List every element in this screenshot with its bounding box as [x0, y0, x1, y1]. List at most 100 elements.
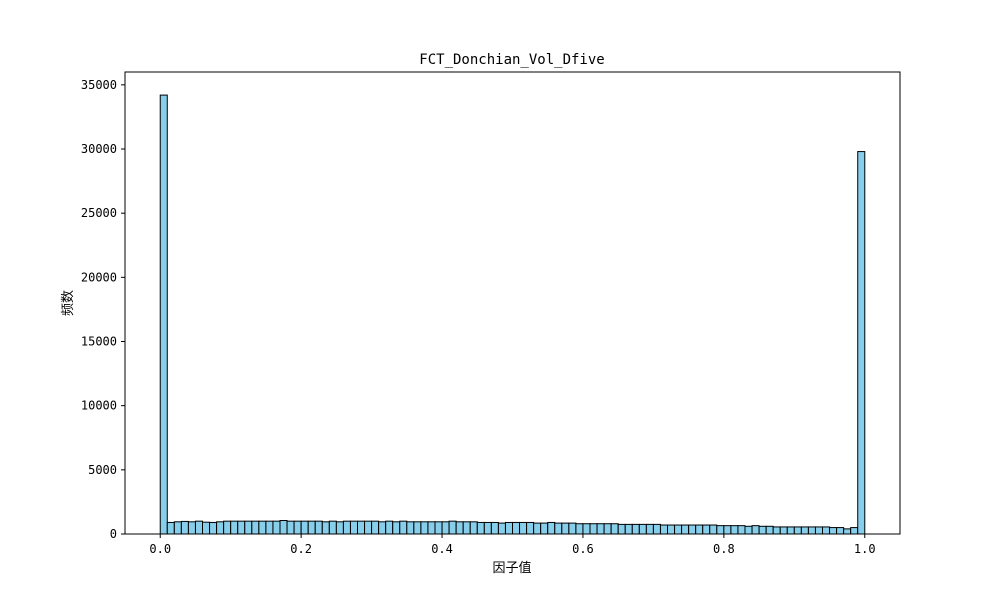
y-tick-label: 10000 [81, 399, 117, 413]
histogram-bar [307, 520, 316, 535]
histogram-bar [194, 520, 203, 535]
histogram-bar [603, 523, 612, 535]
histogram-bar [504, 521, 514, 535]
histogram-bar [385, 520, 394, 535]
histogram-bar [371, 520, 380, 535]
histogram-bar [342, 520, 351, 535]
histogram-bar [533, 522, 542, 535]
histogram-bar [807, 526, 816, 535]
y-tick-label: 5000 [88, 463, 117, 477]
histogram-bar [328, 520, 337, 535]
chart-title: FCT_Donchian_Vol_Dfive [419, 52, 604, 68]
histogram-bar [786, 526, 795, 535]
histogram-bar [652, 523, 661, 535]
histogram-bar [448, 520, 457, 535]
histogram-bar [392, 521, 401, 535]
histogram-bar [173, 521, 182, 535]
y-tick-label: 35000 [81, 78, 117, 92]
histogram-bar [265, 520, 274, 535]
y-axis-label: 频数 [61, 290, 76, 316]
histogram-bar [779, 526, 788, 535]
histogram-bar [596, 523, 605, 535]
bars-group [159, 94, 866, 535]
histogram-bar [180, 520, 189, 535]
histogram-bar [272, 520, 281, 535]
histogram-bar [814, 526, 824, 535]
histogram-bar [462, 521, 471, 535]
histogram-bar [455, 521, 464, 535]
x-axis: 0.0 0.2 0.4 0.6 0.8 1.0 [149, 534, 876, 556]
histogram-bar [822, 526, 831, 535]
histogram-bar [434, 521, 443, 535]
histogram-bar [582, 523, 591, 535]
histogram-bar [589, 523, 598, 535]
histogram-bar [667, 524, 676, 535]
histogram-bar [526, 521, 535, 535]
x-tick-label: 0.2 [290, 542, 312, 556]
histogram-bar [279, 520, 288, 535]
histogram-bar [702, 524, 711, 535]
x-tick-label: 0.8 [713, 542, 735, 556]
histogram-bar [631, 523, 640, 535]
histogram-bar [237, 520, 246, 535]
histogram-bar [575, 523, 584, 535]
histogram-bar [737, 525, 746, 535]
histogram-bar [209, 521, 218, 535]
histogram-bar [251, 520, 260, 535]
histogram-bar [427, 521, 436, 535]
histogram-bar [364, 520, 373, 535]
histogram-bar [441, 521, 450, 535]
histogram-bar [540, 522, 549, 535]
histogram-bar [202, 521, 211, 535]
histogram-bar [659, 524, 669, 535]
histogram-bar [568, 522, 577, 535]
x-tick-label: 0.6 [572, 542, 594, 556]
histogram-bar [758, 525, 767, 535]
x-tick-label: 0.0 [149, 542, 171, 556]
histogram-bar [547, 521, 556, 535]
histogram-bar [688, 524, 697, 535]
histogram-bar [512, 521, 521, 535]
histogram-bar [765, 525, 774, 535]
histogram-bar [695, 524, 704, 535]
histogram-bar [413, 521, 422, 535]
histogram-bar [716, 525, 725, 535]
y-tick-label: 15000 [81, 335, 117, 349]
histogram-bar [850, 527, 859, 535]
histogram-bar [709, 524, 718, 535]
histogram-bar [357, 520, 366, 535]
histogram-bar [730, 525, 739, 535]
plot-frame [124, 71, 901, 535]
histogram-bar [399, 520, 408, 535]
histogram-bar [751, 525, 760, 535]
histogram-bar [561, 522, 570, 535]
histogram-bar [857, 151, 866, 535]
histogram-bar [554, 522, 563, 535]
histogram-bar [476, 521, 485, 535]
histogram-bar [519, 521, 528, 535]
histogram-bar [674, 524, 683, 535]
histogram-bar [800, 526, 809, 535]
histogram-bar [638, 523, 647, 535]
histogram-bar [469, 521, 478, 535]
histogram-bar [258, 520, 267, 535]
histogram-bar [744, 525, 753, 535]
histogram-bar [829, 527, 838, 535]
histogram-bar [216, 521, 225, 535]
histogram-bar [772, 526, 781, 535]
histogram-bar [483, 521, 492, 535]
histogram-bar [723, 525, 732, 535]
histogram-bar [497, 522, 506, 535]
histogram-bar [420, 521, 429, 535]
histogram-bar [244, 520, 253, 535]
y-tick-label: 0 [110, 527, 117, 541]
histogram-bar [843, 528, 852, 535]
histogram-bar [793, 526, 802, 535]
histogram-bar [286, 520, 295, 535]
histogram-bar [159, 94, 168, 535]
histogram-bar [624, 523, 633, 535]
histogram-bar [335, 521, 344, 535]
y-tick-label: 25000 [81, 206, 117, 220]
histogram-bar [187, 521, 196, 535]
histogram-bar [166, 521, 175, 535]
